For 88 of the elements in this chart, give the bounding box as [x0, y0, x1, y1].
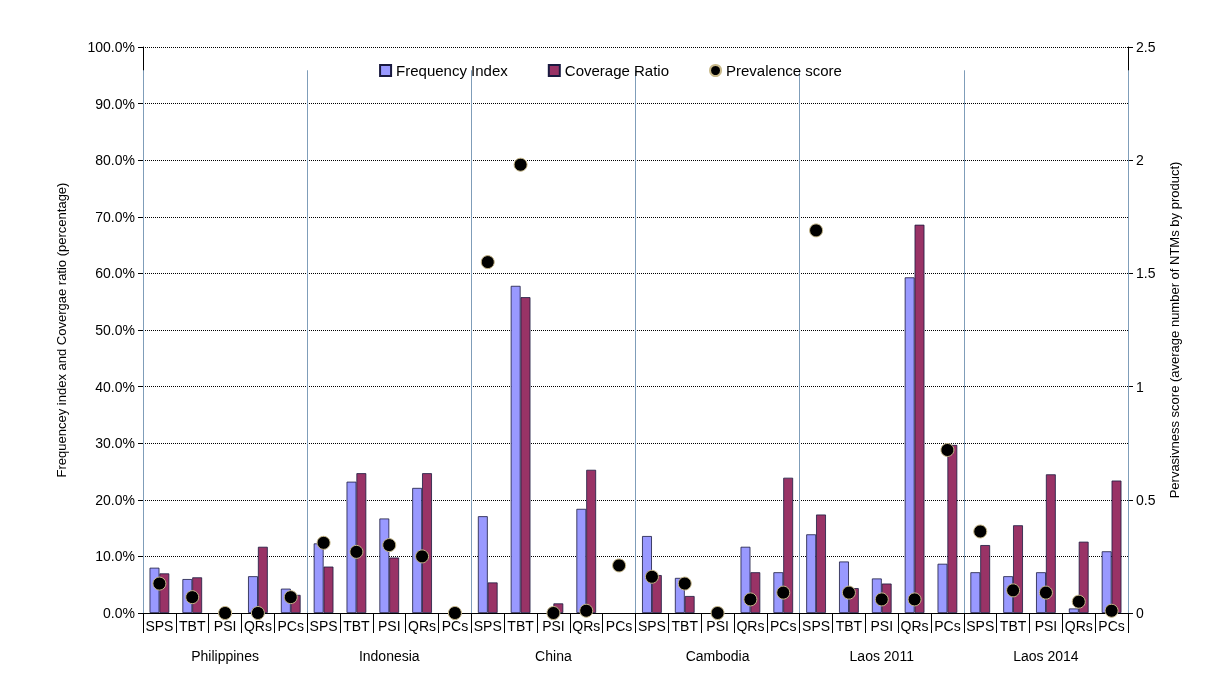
- point: [841, 585, 856, 600]
- y-tick-label: 30.0%: [95, 435, 135, 452]
- x-tick-label: QRs: [408, 618, 437, 634]
- x-tick-label: QRs: [243, 618, 272, 634]
- point: [546, 606, 561, 620]
- point: [513, 157, 528, 172]
- y2-axis-title: Pervasivness score (average number of NTMs by product): [1167, 161, 1182, 499]
- text: Philippines: [191, 648, 259, 664]
- x-tick-label: PSI: [706, 618, 729, 634]
- y2-tick-label: 1.5: [1136, 265, 1156, 282]
- text: Laos 2011: [849, 648, 915, 664]
- x-tick-label: TBT: [999, 618, 1027, 634]
- text: Indonesia: [358, 648, 420, 664]
- x-tick-label: SPS: [145, 618, 174, 634]
- y-tick-label: 60.0%: [95, 265, 135, 282]
- x-tick-label: PCs: [441, 618, 469, 634]
- y-tick-label: 10.0%: [95, 548, 135, 565]
- x-tick-label: SPS: [637, 618, 666, 634]
- point: [283, 590, 298, 605]
- x-tick-label: PCs: [277, 618, 304, 634]
- y-tick-label: 100.0%: [87, 39, 135, 55]
- point: [874, 592, 889, 607]
- x-tick-label: PCs: [934, 618, 961, 634]
- legend-label: Prevalence score: [726, 62, 842, 79]
- x-tick-label: SPS: [309, 618, 338, 634]
- point: [677, 576, 692, 591]
- text: Cambodia: [685, 648, 750, 664]
- y2-tick-label: 0: [1136, 605, 1144, 621]
- point: [612, 558, 627, 573]
- x-tick-label: TBT: [179, 618, 206, 634]
- y-tick-label: 40.0%: [95, 378, 135, 395]
- point: [973, 524, 988, 539]
- point: [940, 443, 955, 457]
- x-tick-label: PSI: [1034, 618, 1058, 634]
- point: [644, 569, 659, 584]
- point: [382, 538, 397, 553]
- point: [1071, 594, 1086, 609]
- legend-label: Frequency Index: [396, 62, 509, 79]
- x-tick-label: TBT: [343, 618, 371, 634]
- point: [250, 606, 265, 620]
- y2-tick-label: 2.5: [1136, 39, 1156, 55]
- point: [316, 535, 331, 550]
- y2-tick-label: 0.5: [1136, 491, 1156, 508]
- text: China: [535, 648, 572, 664]
- x-tick-label: TBT: [671, 618, 699, 634]
- point: [349, 544, 364, 559]
- point: [218, 606, 233, 620]
- y-tick-label: 50.0%: [95, 322, 135, 338]
- x-tick-label: QRs: [572, 618, 601, 634]
- x-tick-label: PCs: [770, 618, 797, 634]
- x-tick-label: QRs: [1064, 618, 1093, 634]
- x-tick-label: PCs: [605, 618, 633, 634]
- y-tick-label: 0.0%: [103, 605, 135, 621]
- x-tick-label: TBT: [507, 618, 535, 634]
- y-tick-label: 20.0%: [95, 491, 135, 508]
- x-tick-label: SPS: [802, 618, 831, 634]
- y-tick-label: 80.0%: [95, 152, 135, 169]
- point: [1104, 603, 1119, 618]
- point: [152, 576, 167, 591]
- point: [185, 590, 200, 605]
- x-tick-label: PSI: [870, 618, 894, 634]
- x-tick-label: PSI: [213, 618, 237, 634]
- point: [1038, 585, 1053, 600]
- point: [1006, 583, 1021, 598]
- x-tick-label: PSI: [542, 618, 565, 634]
- x-tick-label: PSI: [377, 618, 401, 634]
- point: [480, 255, 495, 270]
- x-tick-label: QRs: [736, 618, 765, 634]
- y2-tick-label: 2: [1136, 152, 1144, 169]
- y-axis-title: Frequencey index and Covergae ratio (percentage): [54, 182, 69, 478]
- point: [907, 592, 922, 607]
- x-tick-label: SPS: [473, 618, 502, 634]
- point: [743, 592, 758, 607]
- x-tick-label: QRs: [900, 618, 929, 634]
- x-tick-label: SPS: [966, 618, 995, 634]
- legend-label: Coverage Ratio: [564, 62, 670, 79]
- y-tick-label: 70.0%: [95, 208, 135, 225]
- point: [776, 585, 791, 600]
- point: [579, 603, 594, 618]
- y2-tick-label: 1: [1136, 378, 1144, 395]
- point: [809, 223, 824, 238]
- y-tick-label: 90.0%: [95, 95, 135, 112]
- point: [710, 606, 725, 620]
- point: [447, 606, 462, 620]
- point: [415, 549, 430, 564]
- x-tick-label: TBT: [835, 618, 863, 634]
- text: Laos 2014: [1013, 648, 1079, 664]
- x-tick-label: PCs: [1098, 618, 1125, 634]
